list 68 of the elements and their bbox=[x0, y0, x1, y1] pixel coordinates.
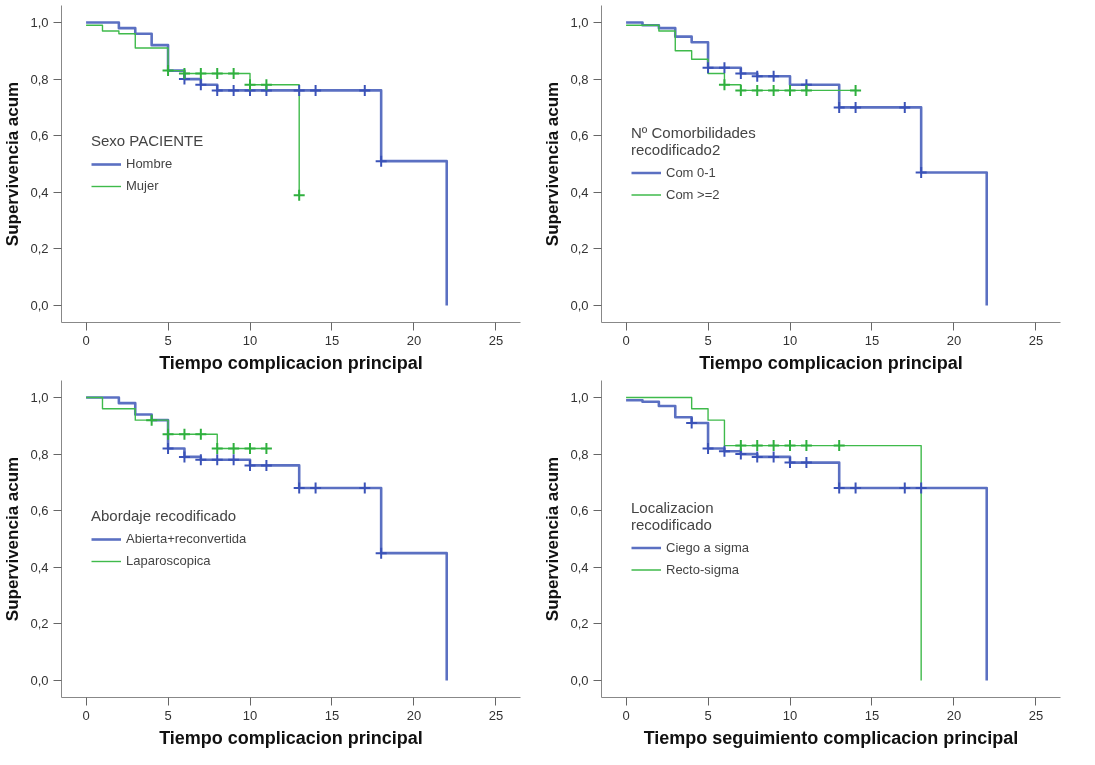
x-tick-label: 15 bbox=[324, 707, 340, 723]
x-tick-label: 20 bbox=[406, 332, 422, 348]
x-axis-title: Tiempo complicacion principal bbox=[159, 727, 423, 748]
y-tick-label: 0,6 bbox=[30, 128, 49, 144]
y-tick-label: 0,8 bbox=[570, 71, 589, 87]
y-tick-label: 0,8 bbox=[570, 446, 589, 462]
x-tick-label: 20 bbox=[946, 332, 962, 348]
legend-label: Recto-sigma bbox=[666, 561, 739, 577]
x-tick-label: 25 bbox=[488, 707, 504, 723]
y-tick-label: 0,4 bbox=[570, 559, 589, 575]
x-tick-label: 5 bbox=[164, 707, 172, 723]
x-tick-label: 5 bbox=[704, 707, 712, 723]
x-tick-label: 0 bbox=[82, 707, 90, 723]
y-tick-label: 0,4 bbox=[570, 184, 589, 200]
legend-label: Laparoscopica bbox=[126, 553, 211, 568]
y-tick-label: 1,0 bbox=[30, 14, 49, 30]
y-axis-title: Supervivencia acum bbox=[3, 456, 23, 622]
x-tick-label: 15 bbox=[324, 332, 340, 348]
legend-label: Ciego a sigma bbox=[666, 539, 750, 555]
y-tick-label: 0,2 bbox=[30, 616, 49, 632]
y-tick-label: 0,6 bbox=[570, 503, 589, 519]
legend-title: Sexo PACIENTE bbox=[91, 131, 204, 149]
x-tick-label: 0 bbox=[622, 332, 630, 348]
y-tick-label: 0,0 bbox=[30, 298, 49, 314]
y-tick-label: 0,0 bbox=[570, 298, 589, 314]
y-tick-label: 0,0 bbox=[570, 673, 589, 689]
legend-label: Mujer bbox=[126, 178, 159, 193]
y-axis-title: Supervivencia acum bbox=[543, 81, 563, 247]
x-tick-label: 25 bbox=[1028, 707, 1044, 723]
x-tick-label: 25 bbox=[488, 332, 504, 348]
x-tick-label: 5 bbox=[704, 332, 712, 348]
y-tick-label: 0,6 bbox=[30, 503, 49, 519]
y-axis-title: Supervivencia acum bbox=[543, 456, 563, 622]
x-axis-title: Tiempo complicacion principal bbox=[699, 352, 963, 373]
x-axis-title: Tiempo complicacion principal bbox=[159, 352, 423, 373]
legend-title: Localizacion recodificado bbox=[631, 498, 715, 532]
legend-label: Abierta+reconvertida bbox=[126, 531, 247, 546]
y-tick-label: 0,0 bbox=[30, 673, 49, 689]
x-axis-title: Tiempo seguimiento complicacion principal bbox=[643, 727, 1019, 748]
y-tick-label: 0,2 bbox=[570, 241, 589, 257]
y-tick-label: 0,2 bbox=[30, 241, 49, 257]
x-tick-label: 5 bbox=[164, 332, 172, 348]
legend-label: Com >=2 bbox=[666, 186, 720, 202]
y-axis-title: Supervivencia acum bbox=[3, 81, 23, 247]
y-tick-label: 0,4 bbox=[30, 559, 49, 575]
legend-title: Abordaje recodificado bbox=[91, 506, 238, 524]
y-tick-label: 0,6 bbox=[570, 128, 589, 144]
x-tick-label: 10 bbox=[242, 707, 258, 723]
x-tick-label: 0 bbox=[82, 332, 90, 348]
legend-label: Com 0-1 bbox=[666, 164, 716, 180]
legend-title: Nº Comorbilidades recodificado2 bbox=[631, 123, 756, 157]
x-tick-label: 10 bbox=[782, 707, 798, 723]
x-tick-label: 20 bbox=[946, 707, 962, 723]
legend-label: Hombre bbox=[126, 156, 173, 171]
x-tick-label: 15 bbox=[864, 707, 880, 723]
x-tick-label: 20 bbox=[406, 707, 422, 723]
y-tick-label: 0,2 bbox=[570, 616, 589, 632]
y-tick-label: 1,0 bbox=[570, 14, 589, 30]
x-tick-label: 15 bbox=[864, 332, 880, 348]
y-tick-label: 1,0 bbox=[30, 389, 49, 405]
y-tick-label: 0,8 bbox=[30, 446, 49, 462]
x-tick-label: 0 bbox=[622, 707, 630, 723]
x-tick-label: 25 bbox=[1028, 332, 1044, 348]
y-tick-label: 0,4 bbox=[30, 184, 49, 200]
y-tick-label: 0,8 bbox=[30, 71, 49, 87]
y-tick-label: 1,0 bbox=[570, 389, 589, 405]
x-tick-label: 10 bbox=[242, 332, 258, 348]
x-tick-label: 10 bbox=[782, 332, 798, 348]
